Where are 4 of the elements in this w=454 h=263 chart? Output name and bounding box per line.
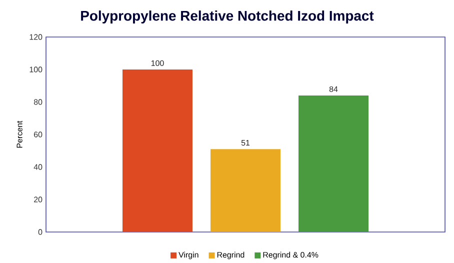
bar — [122, 70, 193, 232]
chart-title: Polypropylene Relative Notched Izod Impact — [81, 10, 374, 24]
bar — [298, 96, 369, 232]
bar — [210, 149, 281, 232]
